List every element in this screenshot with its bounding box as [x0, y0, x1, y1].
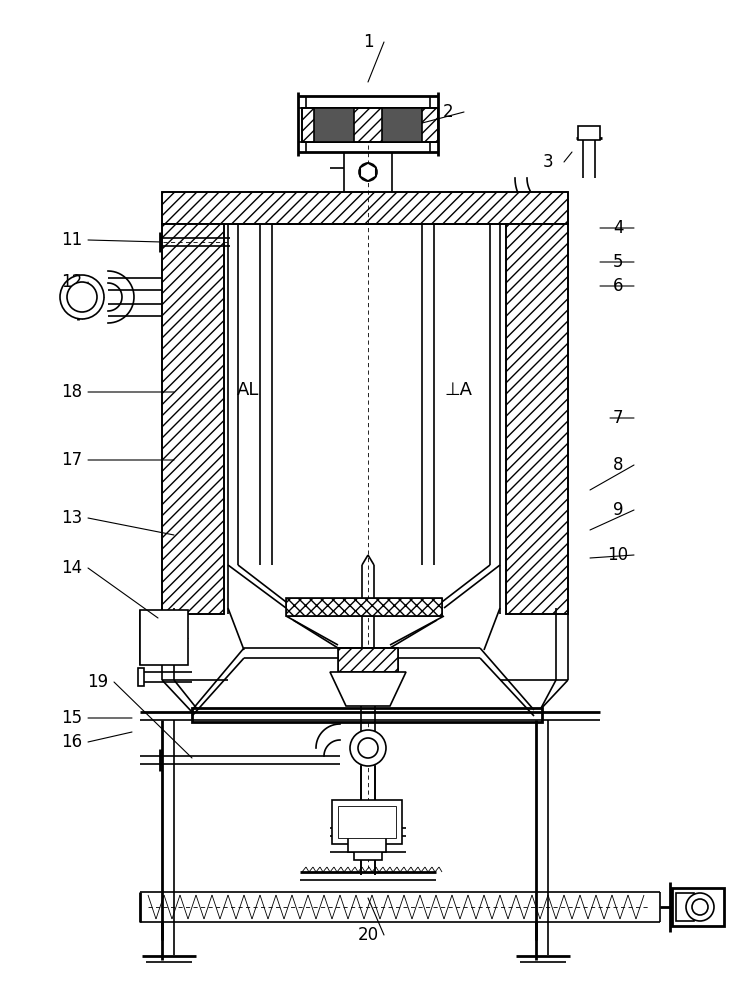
Text: 7: 7 [612, 409, 623, 427]
Text: 19: 19 [88, 673, 109, 691]
Bar [138, 668, 144, 686]
Circle shape [350, 730, 386, 766]
Text: 1: 1 [363, 33, 373, 51]
Text: 17: 17 [61, 451, 82, 469]
Bar [162, 192, 568, 224]
Bar [286, 598, 442, 616]
Bar [578, 126, 600, 140]
Circle shape [686, 893, 714, 921]
Bar [314, 108, 354, 142]
Bar [286, 598, 442, 616]
Bar [302, 108, 438, 142]
Text: 20: 20 [358, 926, 379, 944]
Circle shape [692, 899, 708, 915]
Text: 16: 16 [61, 733, 82, 751]
Bar [506, 224, 568, 614]
Text: 12: 12 [61, 273, 82, 291]
Bar [506, 224, 568, 614]
Circle shape [60, 275, 104, 319]
Bar [140, 610, 188, 665]
Bar [338, 806, 396, 838]
Bar [162, 224, 224, 614]
Text: 11: 11 [61, 231, 82, 249]
Bar [302, 108, 438, 142]
Bar [338, 648, 398, 672]
Text: 2: 2 [442, 103, 453, 121]
Polygon shape [360, 163, 376, 181]
Text: 9: 9 [612, 501, 623, 519]
Bar [382, 108, 422, 142]
Bar [332, 800, 402, 844]
Bar [676, 893, 694, 921]
Polygon shape [330, 672, 406, 706]
Bar [348, 836, 386, 852]
Circle shape [358, 738, 378, 758]
Text: 5: 5 [612, 253, 623, 271]
Text: 4: 4 [612, 219, 623, 237]
Circle shape [359, 163, 377, 181]
Text: 10: 10 [607, 546, 629, 564]
Text: 15: 15 [61, 709, 82, 727]
Text: 14: 14 [61, 559, 82, 577]
Bar [338, 648, 398, 672]
Circle shape [67, 282, 97, 312]
Text: 6: 6 [612, 277, 623, 295]
Polygon shape [338, 648, 398, 672]
Text: ⊥A: ⊥A [444, 381, 472, 399]
Bar [672, 888, 724, 926]
Text: 13: 13 [61, 509, 82, 527]
Text: 8: 8 [612, 456, 623, 474]
Text: AL: AL [237, 381, 259, 399]
Bar [192, 708, 542, 722]
Bar [162, 224, 224, 614]
Bar [354, 844, 382, 860]
Text: 18: 18 [61, 383, 82, 401]
Bar [162, 192, 568, 224]
Text: 3: 3 [542, 153, 553, 171]
